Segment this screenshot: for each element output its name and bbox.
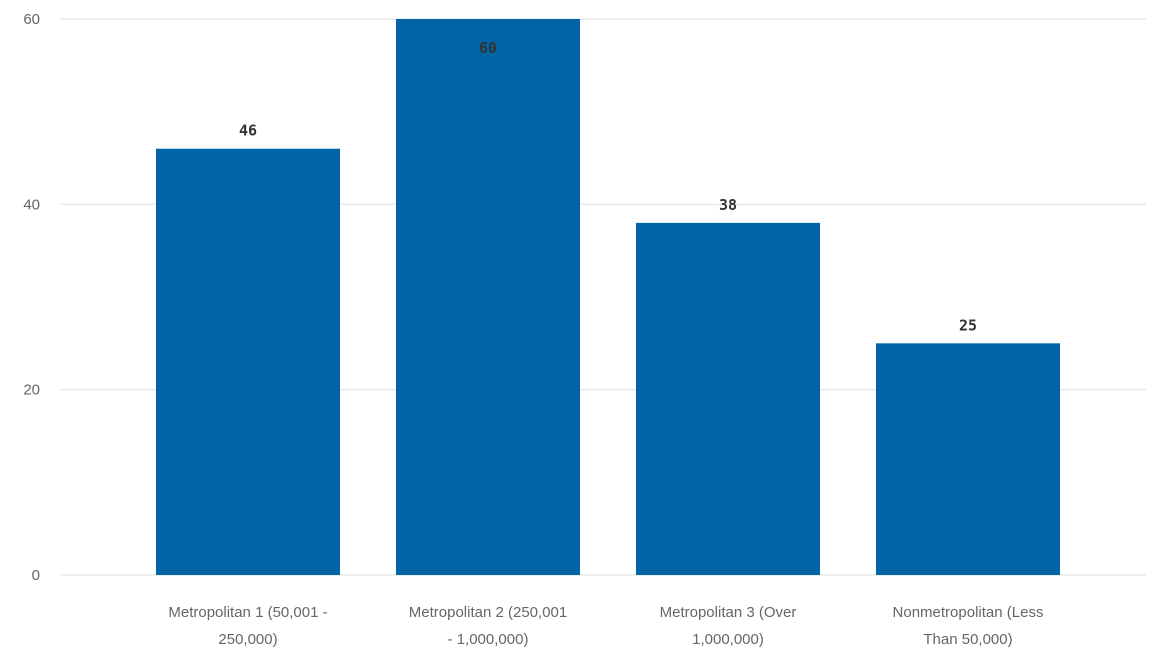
bar[interactable] — [636, 222, 820, 575]
bars — [156, 19, 1060, 575]
data-label: 60 — [479, 39, 497, 57]
bar[interactable] — [156, 148, 340, 575]
category-label: 1,000,000) — [692, 631, 764, 648]
y-tick-label: 40 — [23, 196, 40, 213]
y-tick-label: 0 — [32, 567, 40, 584]
y-axis-tick-labels: 0 20 40 60 — [23, 11, 40, 584]
y-tick-label: 20 — [23, 382, 40, 399]
category-label: - 1,000,000) — [448, 631, 529, 648]
bar[interactable] — [876, 343, 1060, 575]
category-label: Metropolitan 3 (Over — [660, 604, 797, 621]
x-axis-category-labels: Metropolitan 1 (50,001 - 250,000) Metropol… — [168, 604, 1043, 648]
data-label: 46 — [239, 122, 257, 140]
data-labels: 46 60 38 25 — [239, 39, 977, 334]
category-label: Metropolitan 2 (250,001 — [409, 604, 567, 621]
category-label: Nonmetropolitan (Less — [893, 604, 1044, 621]
y-tick-label: 60 — [23, 11, 40, 28]
category-label: Metropolitan 1 (50,001 - — [168, 604, 327, 621]
data-label: 25 — [959, 316, 977, 334]
bar[interactable] — [396, 19, 580, 575]
data-label: 38 — [719, 196, 737, 214]
category-label: Than 50,000) — [923, 631, 1012, 648]
category-label: 250,000) — [218, 631, 277, 648]
